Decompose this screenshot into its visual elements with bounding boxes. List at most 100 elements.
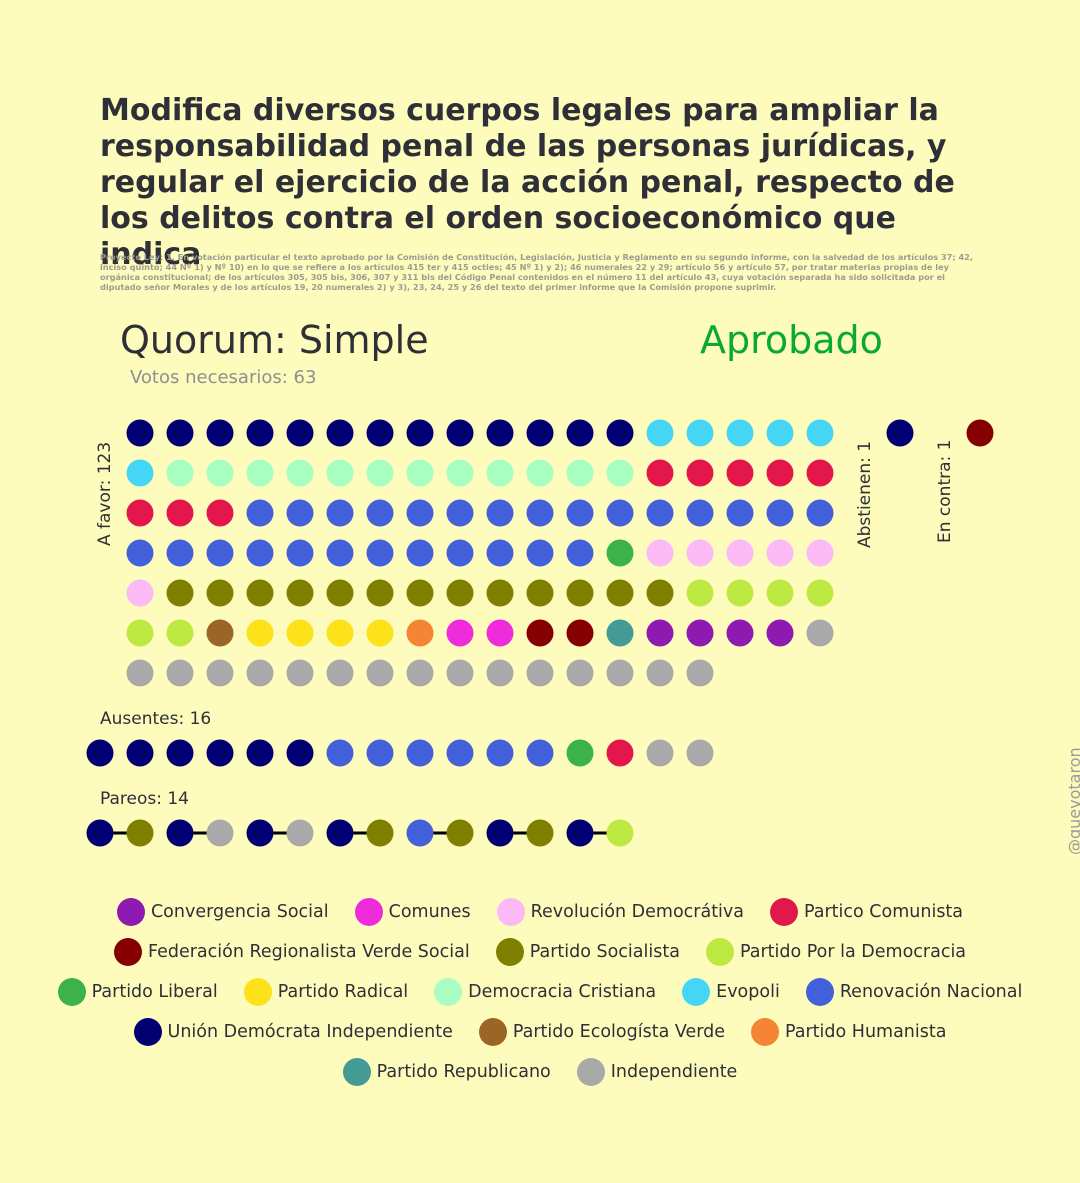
vote-dot-ausente [446, 739, 474, 767]
legend-label: Independiente [610, 1062, 738, 1082]
vote-dot-favor [726, 419, 754, 447]
vote-dot-favor [246, 539, 274, 567]
vote-dot-favor [446, 539, 474, 567]
group-label-ausentes: Ausentes: 16 [100, 709, 212, 729]
vote-dot-favor [406, 539, 434, 567]
vote-dot-favor [206, 619, 234, 647]
vote-dot-favor [126, 579, 154, 607]
vote-dot-favor [566, 459, 594, 487]
vote-dot-favor [566, 579, 594, 607]
vote-dot-favor [446, 419, 474, 447]
legend-swatch [705, 938, 734, 966]
vote-dot-ausente [166, 739, 194, 767]
vote-dot-favor [406, 459, 434, 487]
legend-item: Independiente [576, 1058, 738, 1086]
legend-swatch [243, 978, 272, 1006]
legend-label: Partido Ecologísta Verde [512, 1022, 725, 1042]
vote-dot-pareo [166, 819, 194, 847]
vote-dot-favor [566, 619, 594, 647]
vote-dot-favor [766, 619, 794, 647]
vote-dot-favor [526, 579, 554, 607]
vote-dot-favor [126, 539, 154, 567]
vote-dot-favor [126, 499, 154, 527]
vote-dot-ausente [646, 739, 674, 767]
chart-subtitle: Proyecto Ley: 1. En votación particular … [100, 252, 973, 292]
vote-dot-favor [126, 619, 154, 647]
legend-swatch [495, 938, 524, 966]
legend-row: Unión Demócrata Independiente Partido Eco… [0, 1018, 1080, 1046]
vote-dot-pareo [526, 819, 554, 847]
vote-dot-favor [326, 459, 354, 487]
legend-swatch [342, 1058, 371, 1086]
vote-dot-favor [246, 419, 274, 447]
vote-dot-favor [486, 659, 514, 687]
vote-dot-contra [966, 419, 994, 447]
vote-dot-favor [446, 659, 474, 687]
legend-item: Partido Liberal [57, 978, 218, 1006]
vote-dot-favor [126, 659, 154, 687]
vote-dot-favor [366, 459, 394, 487]
vote-dot-favor [246, 659, 274, 687]
vote-dot-favor [806, 419, 834, 447]
vote-dot-favor [366, 579, 394, 607]
vote-dot-favor [766, 539, 794, 567]
author-handle: @quevotaron [1065, 747, 1080, 855]
vote-dot-favor [606, 619, 634, 647]
vote-dot-favor [166, 459, 194, 487]
legend-swatch [116, 898, 145, 926]
vote-dot-abstienen [886, 419, 914, 447]
vote-dot-favor [286, 659, 314, 687]
vote-dot-ausente [326, 739, 354, 767]
vote-dot-pareo [326, 819, 354, 847]
vote-dot-favor [406, 659, 434, 687]
legend-item: Partico Comunista [770, 898, 963, 926]
vote-dot-pareo [246, 819, 274, 847]
vote-dot-favor [686, 619, 714, 647]
vote-dot-favor [366, 499, 394, 527]
vote-dot-favor [406, 499, 434, 527]
vote-dot-favor [326, 579, 354, 607]
vote-dot-favor [726, 619, 754, 647]
vote-dot-favor [326, 539, 354, 567]
legend-label: Partico Comunista [804, 902, 964, 922]
vote-dot-favor [166, 419, 194, 447]
legend-row: Partido Republicano Independiente [0, 1058, 1080, 1086]
vote-dot-pareo [486, 819, 514, 847]
vote-dot-favor [126, 459, 154, 487]
vote-dot-favor [126, 419, 154, 447]
vote-dot-ausente [606, 739, 634, 767]
vote-dot-ausente [566, 739, 594, 767]
vote-dot-favor [206, 459, 234, 487]
vote-dot-favor [766, 459, 794, 487]
vote-dot-pareo [206, 819, 234, 847]
vote-dot-favor [446, 619, 474, 647]
legend-item: Partido Por la Democracia [705, 938, 967, 966]
vote-dot-favor [806, 499, 834, 527]
legend-swatch [770, 898, 798, 926]
vote-dot-pareo [86, 819, 114, 847]
legend-swatch [576, 1058, 605, 1086]
legend-label: Democracia Cristiana [468, 982, 657, 1002]
vote-dot-favor [446, 499, 474, 527]
vote-dot-favor [486, 539, 514, 567]
vote-dot-favor [606, 419, 634, 447]
vote-dot-favor [606, 579, 634, 607]
legend-label: Partido Por la Democracia [739, 942, 967, 962]
vote-dot-ausente [526, 739, 554, 767]
vote-dot-ausente [686, 739, 714, 767]
vote-dot-favor [286, 419, 314, 447]
vote-dot-favor [526, 459, 554, 487]
vote-dot-favor [486, 459, 514, 487]
vote-dot-favor [606, 499, 634, 527]
legend-label: Partido Humanista [785, 1022, 947, 1042]
vote-dot-pareo [366, 819, 394, 847]
vote-dot-favor [206, 579, 234, 607]
legend-item: Unión Demócrata Independiente [133, 1018, 453, 1046]
vote-dot-favor [246, 499, 274, 527]
vote-dot-favor [326, 419, 354, 447]
legend-swatch [751, 1018, 779, 1046]
vote-dot-pareo [286, 819, 314, 847]
legend-label: Unión Demócrata Independiente [167, 1022, 453, 1042]
group-label-pareos: Pareos: 14 [100, 789, 190, 809]
vote-dot-favor [166, 659, 194, 687]
